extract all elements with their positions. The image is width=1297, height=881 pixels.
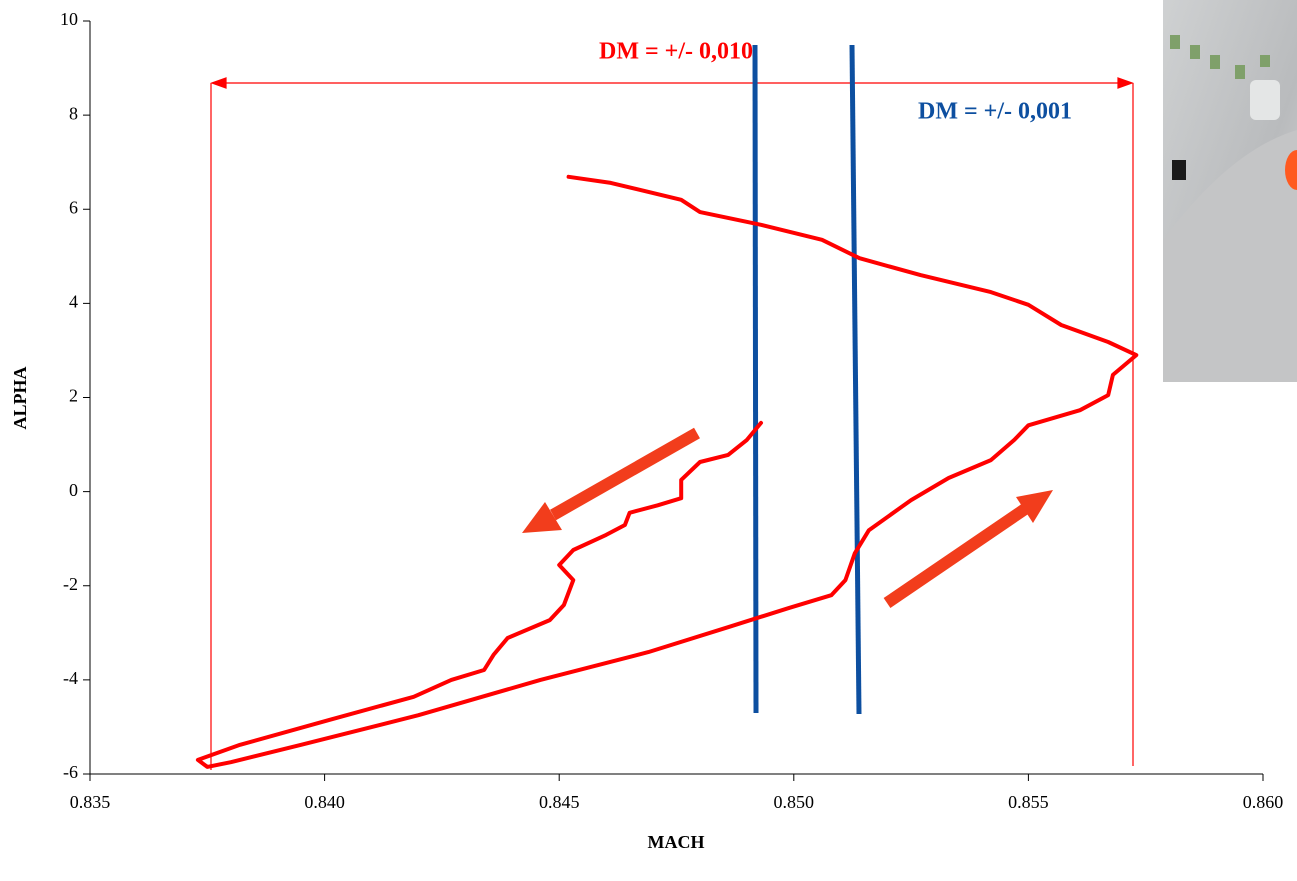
y-axis-title: ALPHA	[10, 366, 30, 429]
y-tick-label: 0	[69, 480, 78, 500]
y-tick-label: -6	[63, 762, 78, 782]
dm-lines	[752, 44, 862, 715]
annotation: DM = +/- 0,010	[599, 39, 753, 65]
annotation: DM = +/- 0,001	[918, 99, 1072, 125]
x-tick-label: 0.845	[539, 792, 580, 812]
photo	[1163, 0, 1297, 382]
y-tick-label: 8	[69, 103, 78, 123]
x-axis-title: MACH	[648, 832, 705, 852]
y-tick-label: 2	[69, 386, 78, 406]
x-tick-label: 0.850	[774, 792, 815, 812]
direction-arrows	[522, 427, 1053, 608]
dm-range	[210, 77, 1134, 770]
y-tick-label: 6	[69, 197, 78, 217]
x-tick-label: 0.860	[1243, 792, 1284, 812]
y-tick-label: 4	[69, 292, 78, 312]
x-tick-label: 0.855	[1008, 792, 1049, 812]
x-tick-label: 0.840	[304, 792, 345, 812]
x-tick-label: 0.835	[70, 792, 111, 812]
y-tick-label: 10	[60, 9, 78, 29]
data-line	[195, 174, 1139, 769]
y-tick-label: -4	[63, 668, 78, 688]
y-tick-label: -2	[63, 574, 78, 594]
